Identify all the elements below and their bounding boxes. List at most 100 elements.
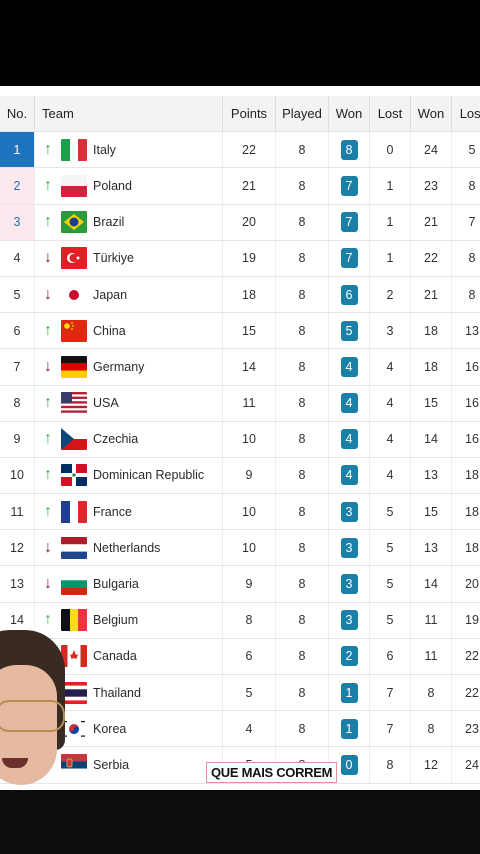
table-row[interactable]: 7 ↓ Germany 14 8 4 4 18 16 — [0, 348, 480, 386]
points-cell: 4 — [222, 710, 276, 748]
sets-won-cell: 14 — [410, 421, 452, 458]
played-cell: 8 — [275, 457, 329, 495]
sets-lost-cell: 22 — [451, 638, 480, 676]
col-header-sets-lost[interactable]: Lost — [451, 96, 480, 133]
col-header-points[interactable]: Points — [222, 96, 276, 133]
germany-flag-icon — [61, 355, 87, 378]
table-row[interactable]: 3 ↑ Brazil 20 8 7 1 21 7 — [0, 204, 480, 241]
team-name[interactable]: Serbia — [93, 757, 130, 772]
played-cell: 8 — [275, 602, 329, 639]
team-cell[interactable]: ↓ Netherlands — [34, 529, 223, 567]
team-cell[interactable]: ↑ Dominican Republic — [34, 457, 223, 495]
col-header-sets-won[interactable]: Won — [410, 96, 452, 133]
team-cell[interactable]: ↑ China — [34, 312, 223, 350]
sets-lost-cell: 16 — [451, 348, 480, 386]
matches-won-cell: 5 — [328, 312, 370, 350]
sets-lost-cell: 5 — [451, 131, 480, 169]
table-row[interactable]: 5 ↓ Japan 18 8 6 2 21 8 — [0, 276, 480, 314]
team-name[interactable]: Belgium — [93, 613, 139, 628]
team-cell[interactable]: ↓Korea — [34, 710, 223, 748]
matches-won-cell: 7 — [328, 204, 370, 241]
col-header-no[interactable]: No. — [0, 96, 35, 133]
table-row[interactable]: 1 ↑ Italy 22 8 8 0 24 5 — [0, 131, 480, 169]
team-cell[interactable]: ↑ Brazil — [34, 204, 223, 241]
team-cell[interactable]: ↑ France — [34, 493, 223, 531]
points-cell: 18 — [222, 276, 276, 314]
played-cell: 8 — [275, 421, 329, 458]
team-name[interactable]: Germany — [93, 359, 145, 374]
team-name[interactable]: Thailand — [93, 685, 141, 700]
sets-won-cell: 15 — [410, 493, 452, 531]
won-badge: 1 — [340, 682, 358, 703]
team-name[interactable]: Korea — [93, 721, 127, 736]
table-row[interactable]: 10 ↑ Dominican Republic 9 8 4 4 13 18 — [0, 457, 480, 495]
team-name[interactable]: Czechia — [93, 432, 139, 447]
team-name[interactable]: Italy — [93, 142, 116, 157]
won-badge: 3 — [340, 574, 358, 595]
team-cell[interactable]: ↓Thailand — [34, 674, 223, 712]
table-row[interactable]: 6 ↑ China 15 8 5 3 18 13 — [0, 312, 480, 350]
matches-lost-cell: 5 — [369, 602, 411, 639]
col-header-team[interactable]: Team — [34, 96, 223, 133]
table-row[interactable]: 9 ↑ Czechia 10 8 4 4 14 16 — [0, 421, 480, 458]
team-cell[interactable]: ↓ Türkiye — [34, 240, 223, 277]
team-cell[interactable]: ↓ Bulgaria — [34, 565, 223, 603]
team-cell[interactable]: ↓ Germany — [34, 348, 223, 386]
table-row[interactable]: 11 ↑ France 10 8 3 5 15 18 — [0, 493, 480, 531]
team-name[interactable]: Brazil — [93, 215, 125, 230]
team-cell[interactable]: ↓Canada — [34, 638, 223, 676]
played-cell: 8 — [275, 240, 329, 277]
table-row[interactable]: 13 ↓ Bulgaria 9 8 3 5 14 20 — [0, 565, 480, 603]
team-cell[interactable]: ↑ Belgium — [34, 602, 223, 639]
col-header-matches-lost[interactable]: Lost — [369, 96, 411, 133]
table-row[interactable]: 8 ↑ USA 11 8 4 4 15 16 — [0, 385, 480, 422]
table-row[interactable]: 12 ↓ Netherlands 10 8 3 5 13 18 — [0, 529, 480, 567]
team-cell[interactable]: ↑ Poland — [34, 167, 223, 205]
table-row[interactable]: 4 ↓ Türkiye 19 8 7 1 22 8 — [0, 240, 480, 277]
played-cell: 8 — [275, 674, 329, 712]
team-name[interactable]: Dominican Republic — [93, 468, 205, 483]
team-name[interactable]: Poland — [93, 178, 132, 193]
sets-won-cell: 14 — [410, 565, 452, 603]
team-name[interactable]: France — [93, 504, 132, 519]
points-cell: 22 — [222, 131, 276, 169]
trend-down-icon: ↓ — [44, 575, 52, 593]
rank-cell: 10 — [0, 457, 35, 495]
team-cell[interactable]: ↑ Italy — [34, 131, 223, 169]
played-cell: 8 — [275, 131, 329, 169]
table-row[interactable]: 14 ↑ Belgium 8 8 3 5 11 19 — [0, 602, 480, 639]
sets-won-cell: 8 — [410, 674, 452, 712]
won-badge: 7 — [340, 175, 358, 196]
team-cell[interactable]: ↓Serbia — [34, 746, 223, 784]
team-cell[interactable]: ↑ Czechia — [34, 421, 223, 458]
played-cell: 8 — [275, 493, 329, 531]
col-header-played[interactable]: Played — [275, 96, 329, 133]
team-name[interactable]: USA — [93, 396, 119, 411]
table-row[interactable]: 2 ↑ Poland 21 8 7 1 23 8 — [0, 167, 480, 205]
team-cell[interactable]: ↓ Japan — [34, 276, 223, 314]
matches-lost-cell: 1 — [369, 167, 411, 205]
team-cell[interactable]: ↑ USA — [34, 385, 223, 422]
sets-won-cell: 15 — [410, 385, 452, 422]
rank-cell: 6 — [0, 312, 35, 350]
italy-flag-icon — [61, 138, 87, 161]
team-name[interactable]: Bulgaria — [93, 577, 139, 592]
group-header-strip — [0, 86, 480, 96]
team-name[interactable]: Türkiye — [93, 251, 134, 266]
won-badge: 1 — [340, 718, 358, 739]
team-name[interactable]: Netherlands — [93, 540, 161, 555]
points-cell: 21 — [222, 167, 276, 205]
team-name[interactable]: China — [93, 323, 126, 338]
rank-cell: 11 — [0, 493, 35, 531]
matches-won-cell: 4 — [328, 385, 370, 422]
team-name[interactable]: Japan — [93, 287, 128, 302]
trend-up-icon: ↑ — [44, 213, 52, 231]
sets-won-cell: 18 — [410, 348, 452, 386]
points-cell: 15 — [222, 312, 276, 350]
points-cell: 9 — [222, 565, 276, 603]
team-name[interactable]: Canada — [93, 649, 137, 664]
col-header-matches-won[interactable]: Won — [328, 96, 370, 133]
